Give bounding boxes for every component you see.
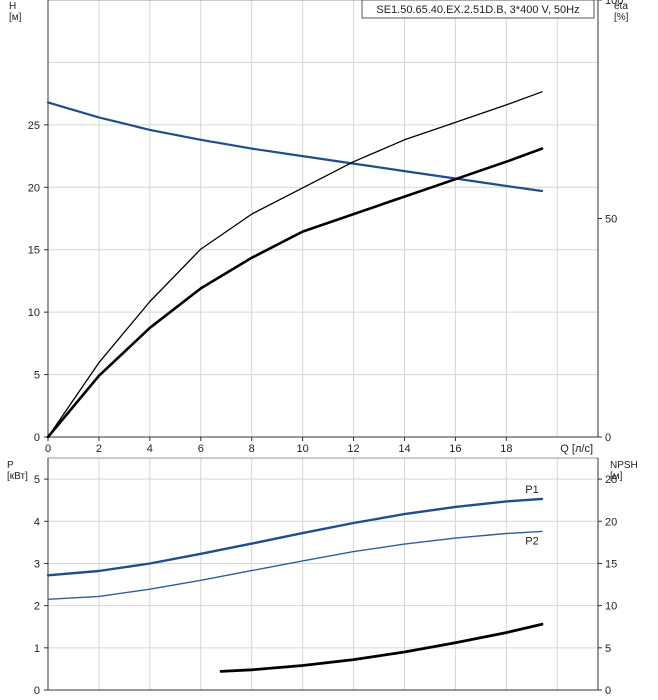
- y-tick-label-left: 20: [28, 182, 40, 194]
- x-axis-label: Q [л/с]: [560, 443, 593, 455]
- chart-title: SE1.50.65.40.EX.2.51D.B, 3*400 V, 50Hz: [376, 4, 579, 16]
- y-axis-label-right: NPSH [м]: [610, 460, 638, 482]
- series-line-0-2: [46, 147, 544, 439]
- x-tick-label: 14: [398, 443, 410, 455]
- y-tick-label-left: 5: [34, 370, 40, 382]
- y-tick-label-right: 15: [605, 558, 617, 570]
- y-axis-label-right: eta [%]: [614, 1, 629, 23]
- y-tick-label-right: 0: [605, 432, 611, 444]
- y-tick-label-right: 25: [605, 474, 617, 486]
- y-tick-label-left: 4: [34, 516, 40, 528]
- series-label-p1: P1: [525, 484, 538, 496]
- x-tick-label: 0: [45, 443, 51, 455]
- x-tick-label: 16: [449, 443, 461, 455]
- y-tick-label-left: 5: [34, 474, 40, 486]
- chart-panel-1: 0 1 2 3 4 5 0 5 10 15 20 25 P [кВт] NPSH [м] P1 P2: [7, 457, 638, 697]
- y-tick-label-left: 1: [34, 643, 40, 655]
- y-tick-label-left: 25: [28, 120, 40, 132]
- y-tick-label-left: 0: [34, 685, 40, 697]
- y-tick-label-right: 20: [605, 516, 617, 528]
- series-line-p2: [47, 530, 543, 600]
- y-tick-label-left: 2: [34, 601, 40, 613]
- y-tick-label-right: 100: [605, 0, 623, 7]
- series-line-0-1: [47, 91, 543, 438]
- y-tick-label-right: 0: [605, 685, 611, 697]
- x-tick-label: 8: [249, 443, 255, 455]
- y-tick-label-left: 10: [28, 307, 40, 319]
- chart-panel-0: 0 5 10 15 20 25 0 50 100 0 2 4 6 8 10 12 14 16 18 Q [л/с] H[…: [9, 0, 629, 455]
- plot-area: [48, 458, 598, 690]
- x-tick-label: 12: [347, 443, 359, 455]
- y-tick-label-right: 50: [605, 214, 617, 226]
- series-line-0-0: [46, 101, 544, 193]
- y-axis-label-left: H [м]: [9, 1, 22, 23]
- x-tick-label: 2: [96, 443, 102, 455]
- y-axis-label-left: P [кВт]: [7, 460, 28, 482]
- x-tick-label: 18: [500, 443, 512, 455]
- y-tick-label-left: 0: [34, 432, 40, 444]
- series-line-1-2: [219, 622, 544, 673]
- chart-title-box: [361, 0, 595, 19]
- x-tick-label: 10: [297, 443, 309, 455]
- series-label-p2: P2: [525, 535, 538, 547]
- y-tick-label-left: 15: [28, 245, 40, 257]
- y-tick-label-right: 5: [605, 643, 611, 655]
- x-tick-label: 6: [198, 443, 204, 455]
- plot-area: [48, 0, 598, 437]
- series-line-p1: [46, 497, 544, 577]
- y-tick-label-right: 10: [605, 601, 617, 613]
- y-tick-label-left: 3: [34, 558, 40, 570]
- x-tick-label: 4: [147, 443, 153, 455]
